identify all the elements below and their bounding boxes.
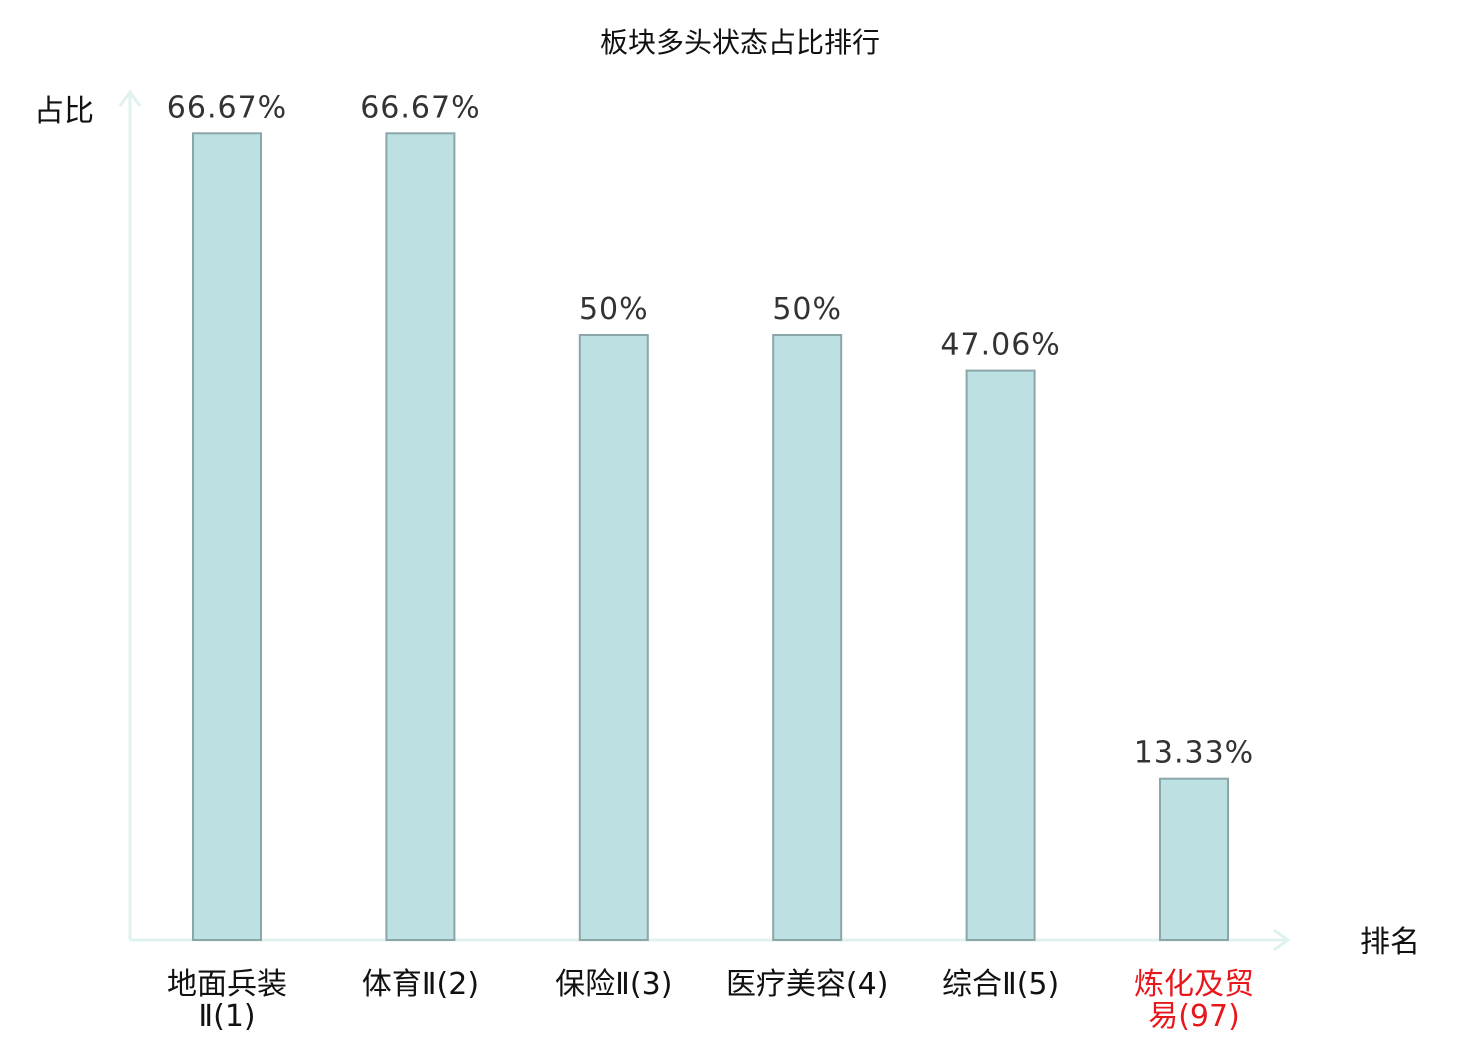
x-axis-label: 排名: [1360, 925, 1420, 960]
y-axis-arrow: [118, 89, 142, 107]
data-label: 66.67%: [167, 90, 287, 125]
bar: [965, 369, 1036, 942]
chart-title: 板块多头状态占比排行: [600, 26, 880, 59]
bar: [772, 334, 843, 941]
bar: [385, 132, 456, 942]
x-tick-label: 综合Ⅱ(5): [942, 967, 1059, 1002]
x-tick-label: 保险Ⅱ(3): [555, 967, 672, 1002]
data-label: 50%: [579, 292, 649, 327]
value-labels: 66.67% 66.67% 50% 50% 47.06% 13.33%: [167, 90, 1254, 771]
x-tick-label: 炼化及贸: [1134, 967, 1254, 1002]
x-tick-label: 地面兵装: [167, 967, 287, 1002]
data-label: 66.67%: [360, 90, 480, 125]
x-tick-label: Ⅱ(1): [198, 999, 255, 1034]
x-axis-arrow: [1273, 928, 1291, 952]
bars: [192, 132, 1229, 942]
x-tick-label: 医疗美容(4): [726, 967, 889, 1002]
data-label: 47.06%: [940, 328, 1060, 363]
x-tick-label: 易(97): [1148, 999, 1240, 1034]
data-label: 13.33%: [1134, 736, 1254, 771]
bar: [578, 334, 649, 941]
x-tick-label: 体育Ⅱ(2): [362, 967, 479, 1002]
y-axis-label: 占比: [34, 94, 94, 129]
bar: [192, 132, 262, 942]
data-label: 50%: [772, 292, 842, 327]
bar: [1159, 777, 1229, 942]
axes: [118, 89, 1291, 952]
